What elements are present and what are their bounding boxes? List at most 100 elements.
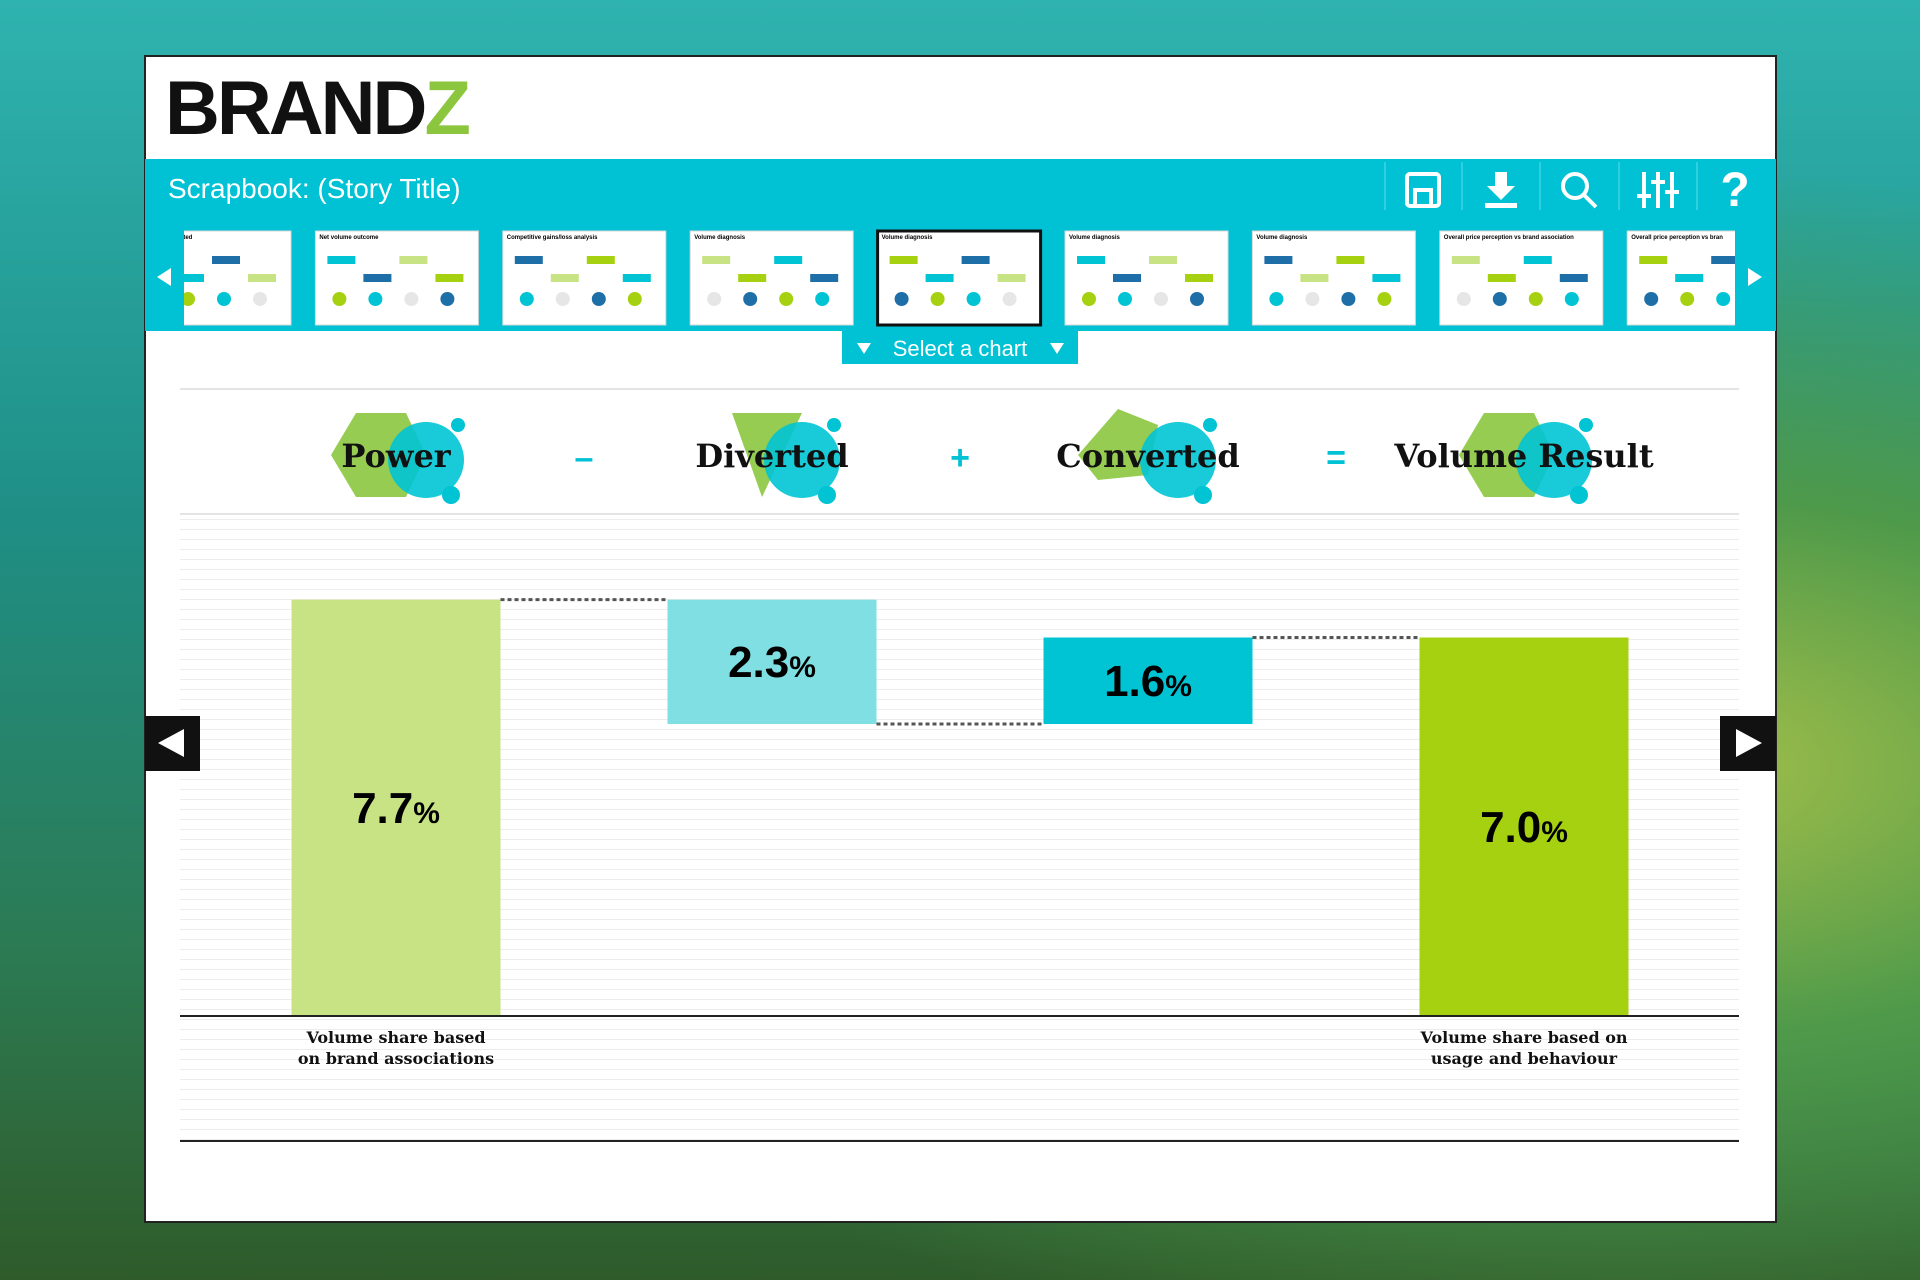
thumbnail-graphic (550, 274, 579, 282)
prev-arrow (158, 729, 184, 757)
thumbnail-preview (1264, 256, 1401, 306)
thumbnail-graphic (1711, 256, 1735, 264)
thumbnail-graphic (591, 292, 606, 306)
thumbnail-graphic (332, 292, 347, 306)
thumb-next[interactable] (1748, 268, 1762, 286)
category-label: Converted (1056, 437, 1239, 475)
thumbnail-graphic (930, 292, 945, 306)
thumbnail-preview (327, 256, 464, 306)
thumbnail-preview (702, 256, 839, 306)
thumbnail-graphic (622, 274, 651, 282)
thumbnail-graphic (1680, 292, 1695, 306)
thumbnail-title: n journey: Converted (132, 235, 193, 241)
thumbnail-graphic (1372, 274, 1401, 282)
thumbnail-graphic (1644, 292, 1659, 306)
thumbnail-title: Volume diagnosis (694, 235, 746, 241)
thumbnail-graphic (1487, 274, 1516, 282)
thumbnail-graphic (514, 256, 543, 264)
thumbnail-graphic (253, 292, 267, 306)
thumbnail-graphic (1492, 292, 1507, 306)
category-label: Volume Result (1393, 437, 1653, 475)
tab-arrow (857, 343, 871, 354)
thumbnail-graphic (1082, 292, 1096, 306)
thumbnail-strip: n journey: Converted Net volume outcome Co… (132, 229, 1735, 327)
thumbnail-graphic (1341, 292, 1356, 306)
thumbnail-graphic (1456, 292, 1471, 306)
thumb-prev[interactable] (157, 268, 171, 286)
thumbnail-graphic (1639, 256, 1668, 264)
thumbnail-graphic (738, 274, 767, 282)
bar-note: on brand associations (298, 1049, 494, 1068)
thumbnail-graphic (1716, 292, 1731, 306)
toolbar-separators (1384, 162, 1698, 210)
thumbnail-graphic (1154, 292, 1168, 306)
bar-note: Volume share based (305, 1028, 485, 1047)
waterfall-chart: 7.7% Power – Volume share based on brand ass… (291, 409, 1654, 1068)
operator: + (950, 439, 970, 477)
tab-arrow (1050, 343, 1064, 354)
thumbnail-graphic (894, 292, 909, 306)
thumbnail-graphic (1377, 292, 1392, 306)
thumbnail-graphic (961, 256, 990, 264)
thumbnail-graphic (1675, 274, 1704, 282)
heading-splash (1516, 422, 1592, 498)
heading-splash (818, 486, 836, 504)
thumbnail-graphic (1185, 274, 1213, 282)
thumbnail-graphic (743, 292, 758, 306)
value-label: 7.0% (1480, 803, 1568, 852)
bar (291, 599, 501, 1016)
thumbnail-graphic (555, 292, 570, 306)
thumbnail-graphic (435, 274, 464, 282)
thumbnail-graphic (363, 274, 392, 282)
thumbnail-graphic (1528, 292, 1543, 306)
thumbnail-graphic (774, 256, 803, 264)
thumbnail-graphic (404, 292, 419, 306)
thumbnail-graphic (212, 256, 240, 264)
value-label: 2.3% (728, 638, 816, 687)
thumbnail-graphic (184, 274, 204, 282)
thumbnail-graphic (1559, 274, 1588, 282)
thumbnail-graphic (327, 256, 356, 264)
thumbnail-graphic (217, 292, 231, 306)
thumbnail-graphic (997, 274, 1026, 282)
thumbnail-preview (889, 256, 1026, 306)
thumbnail-graphic (810, 274, 839, 282)
thumbnail-graphic (1336, 256, 1365, 264)
thumbnail-graphic (519, 292, 534, 306)
thumbnail-title: Volume diagnosis (882, 235, 934, 241)
thumbnail-graphic (399, 256, 428, 264)
category-label: Power (341, 437, 451, 475)
next-arrow (1736, 729, 1762, 757)
thumbnail-graphic (1118, 292, 1132, 306)
search-icon[interactable] (1561, 172, 1598, 209)
download-icon[interactable] (1485, 172, 1517, 208)
thumbnail-preview (1639, 256, 1735, 306)
toolbar-title: Scrapbook: (Story Title) (168, 173, 461, 204)
logo-accent: Z (424, 66, 469, 151)
heading-splash (1203, 418, 1217, 432)
thumbnail-graphic (1190, 292, 1204, 306)
thumbnail-graphic (1300, 274, 1329, 282)
thumbnail-title: Net volume outcome (319, 235, 379, 241)
select-chart-label[interactable]: Select a chart (893, 336, 1028, 361)
thumbnail-graphic (815, 292, 830, 306)
help-icon[interactable]: ? (1720, 164, 1749, 217)
thumbnail-graphic (248, 274, 276, 282)
bar-note: usage and behaviour (1431, 1049, 1618, 1068)
heading-splash (1570, 486, 1588, 504)
thumbnail-graphic (184, 292, 195, 306)
thumbnail-preview (514, 256, 651, 306)
thumbnail-graphic (966, 292, 981, 306)
save-icon[interactable] (1405, 172, 1441, 208)
bar (1419, 637, 1629, 1016)
value-label: 7.7% (352, 784, 440, 833)
heading-shape (1078, 409, 1158, 480)
settings-icon[interactable] (1637, 172, 1679, 208)
thumbnail-preview (1451, 256, 1588, 306)
thumbnail-graphic (1002, 292, 1017, 306)
thumbnail-graphic (1305, 292, 1320, 306)
heading-splash (764, 422, 840, 498)
select-chart-tab[interactable] (842, 331, 1078, 364)
thumbnail-graphic (889, 256, 918, 264)
